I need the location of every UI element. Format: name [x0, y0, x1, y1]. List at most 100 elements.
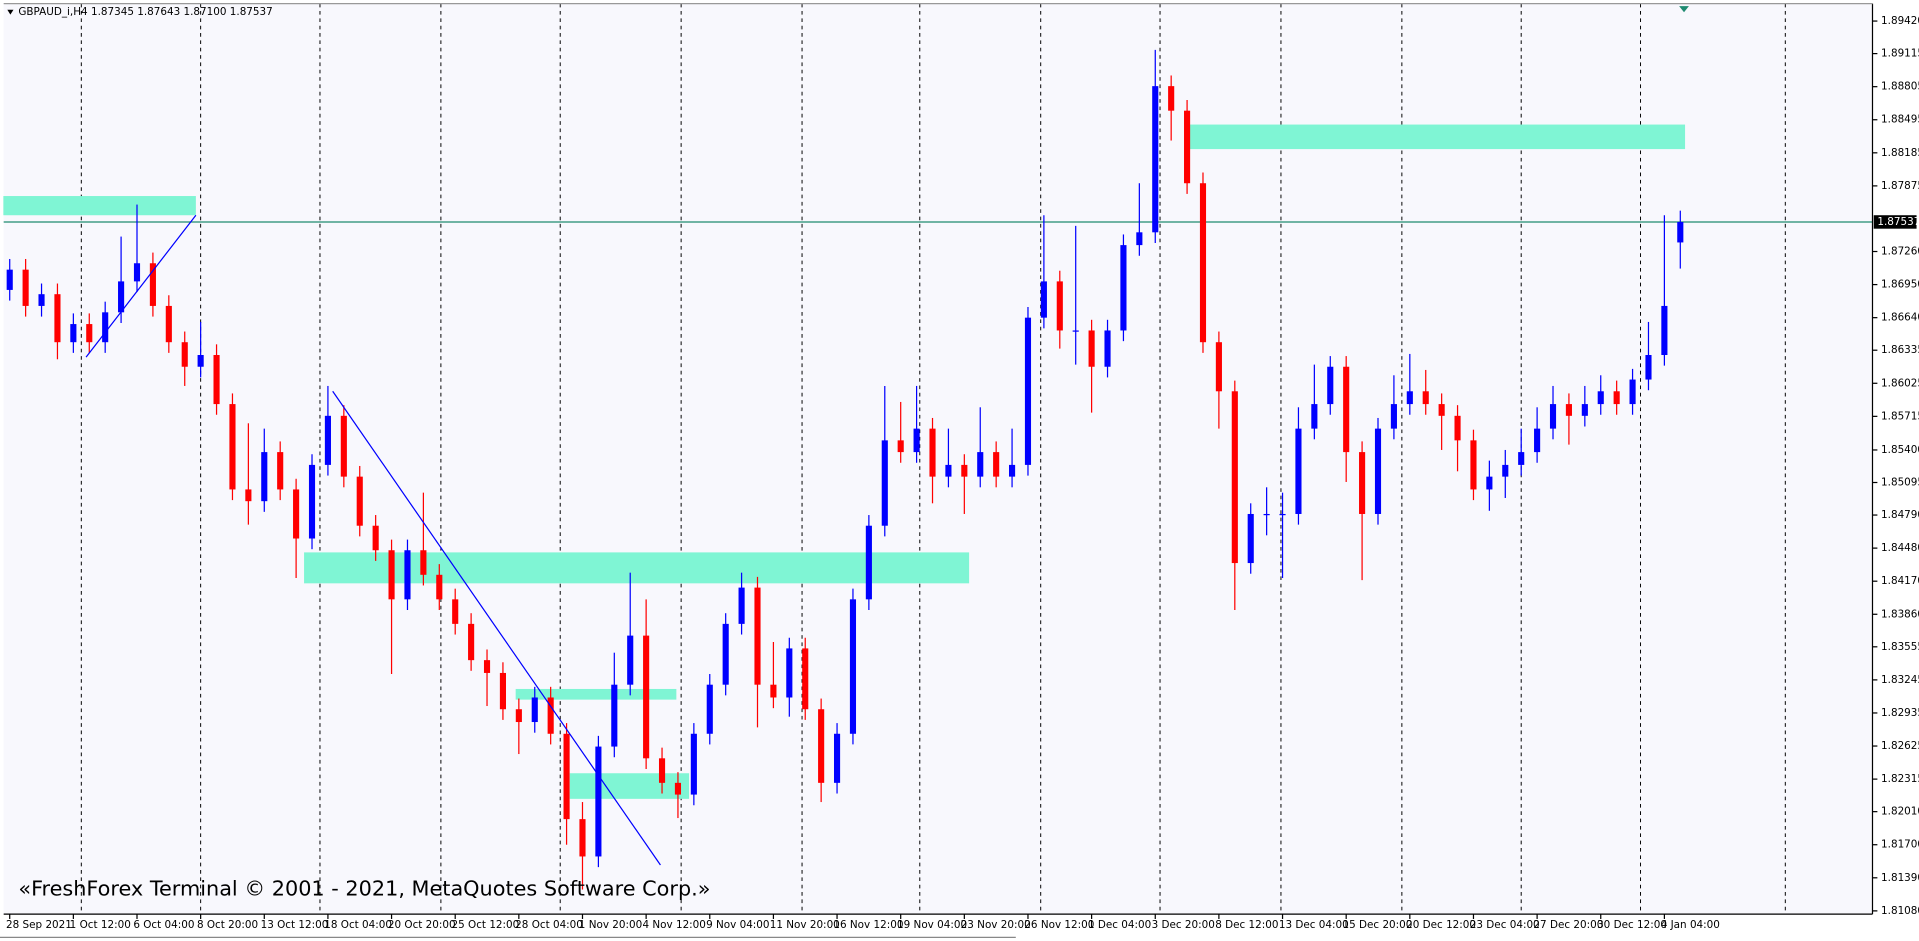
chart-layer: [3, 3, 1873, 915]
zone: [515, 688, 677, 700]
y-tick-label: 1.82010: [1881, 806, 1919, 818]
y-tick-label: 1.88805: [1881, 81, 1919, 93]
trendline: [85, 214, 197, 358]
candle-body: [1549, 404, 1557, 429]
zone: [1188, 124, 1686, 150]
candle-body: [1056, 281, 1063, 331]
candle-body: [563, 733, 570, 820]
candle-body: [340, 415, 347, 477]
candle-body: [1581, 404, 1588, 416]
candle-body: [515, 709, 522, 723]
y-tick-label: 1.81390: [1881, 872, 1919, 884]
candle-body: [149, 263, 156, 306]
candle-body: [118, 281, 125, 313]
candle-body: [786, 648, 793, 698]
menu-arrow[interactable]: [7, 9, 14, 15]
x-tick-label: 4 Nov 12:00: [642, 919, 705, 931]
candle-body: [977, 452, 984, 477]
y-tick-label: 1.87875: [1881, 180, 1919, 192]
x-tick-label: 20 Oct 20:00: [388, 919, 456, 931]
candle-body: [54, 294, 61, 343]
candle-body: [913, 428, 920, 453]
x-tick-label: 6 Oct 04:00: [133, 919, 194, 931]
x-tick-label: 1 Oct 12:00: [70, 919, 131, 931]
candle-body: [356, 476, 363, 526]
candle-body: [261, 452, 268, 502]
candle-body: [404, 550, 411, 600]
y-tick-label: 1.87260: [1881, 246, 1919, 258]
candle-body: [643, 635, 650, 759]
y-tick-label: 1.83555: [1881, 641, 1919, 653]
candle-body: [452, 599, 459, 624]
x-tick-label: 13 Oct 12:00: [261, 919, 329, 931]
candle-body: [372, 525, 379, 551]
candle-body: [595, 746, 602, 857]
y-tick-label: 1.86950: [1881, 279, 1919, 291]
candle-body: [1565, 404, 1572, 416]
candle-body: [102, 312, 109, 343]
candle-body: [483, 660, 491, 673]
candle-body: [1661, 305, 1668, 356]
candle-body: [1374, 428, 1382, 514]
x-tick-label: 1 Dec 04:00: [1088, 919, 1151, 931]
candle-body: [833, 733, 841, 783]
candle-body: [245, 489, 252, 502]
candle-body: [38, 294, 45, 306]
x-tick-label: 28 Sep 2021: [6, 919, 72, 931]
candle-body: [897, 440, 904, 453]
candle-body: [1677, 221, 1684, 243]
candle-body: [1422, 391, 1429, 405]
y-tick-label: 1.84170: [1881, 575, 1919, 587]
candle-body: [1390, 404, 1397, 429]
candle-body: [722, 623, 729, 685]
candle-body: [308, 464, 316, 539]
candle-body: [993, 452, 1000, 477]
candle-body: [181, 342, 188, 367]
candle-body: [1088, 330, 1095, 367]
candle-body: [213, 355, 220, 405]
x-tick-label: 3 Dec 20:00: [1152, 919, 1215, 931]
zone: [304, 552, 970, 584]
candle-body: [1184, 110, 1191, 184]
candle-body: [1104, 330, 1111, 367]
candle-body: [579, 819, 586, 857]
y-tick-label: 1.86025: [1881, 377, 1919, 389]
candle-body: [1168, 86, 1175, 111]
x-tick-label: 8 Dec 12:00: [1215, 919, 1278, 931]
candle-body: [1470, 440, 1477, 490]
candle-body: [1295, 428, 1302, 514]
y-tick-label: 1.82935: [1881, 707, 1919, 719]
candle-body: [293, 489, 300, 539]
candle-body: [229, 404, 236, 490]
y-tick-label: 1.86640: [1881, 312, 1919, 324]
x-tick-label: 27 Dec 20:00: [1533, 919, 1603, 931]
price-label: 1.87537: [1877, 216, 1919, 228]
candle-body: [1597, 391, 1604, 405]
y-tick-label: 1.89115: [1881, 48, 1919, 60]
candle-body: [468, 623, 475, 661]
candle-body: [945, 464, 952, 477]
candle-body: [738, 587, 745, 624]
candle-body: [86, 324, 93, 343]
x-tick-label: 13 Dec 04:00: [1279, 919, 1349, 931]
candle-body: [674, 782, 682, 795]
x-tick-label: 28 Oct 04:00: [515, 919, 583, 931]
candle-body: [499, 672, 506, 710]
candle-body: [1454, 415, 1461, 441]
candle-body: [706, 684, 713, 734]
candle-body: [865, 525, 872, 600]
candle-body: [1486, 476, 1493, 490]
candle-body: [1359, 452, 1366, 514]
candle-body: [133, 263, 141, 282]
candle-body: [1343, 366, 1350, 453]
y-tick-label: 1.82625: [1881, 740, 1919, 752]
candle-body: [1136, 232, 1143, 246]
candle-body: [1263, 513, 1270, 516]
candle-body: [1215, 342, 1222, 392]
x-tick-label: 25 Oct 12:00: [452, 919, 520, 931]
candle-body: [277, 452, 284, 490]
y-tick-label: 1.88495: [1881, 114, 1919, 126]
y-tick-label: 1.86335: [1881, 344, 1919, 356]
x-tick-label: 19 Nov 04:00: [897, 919, 967, 931]
